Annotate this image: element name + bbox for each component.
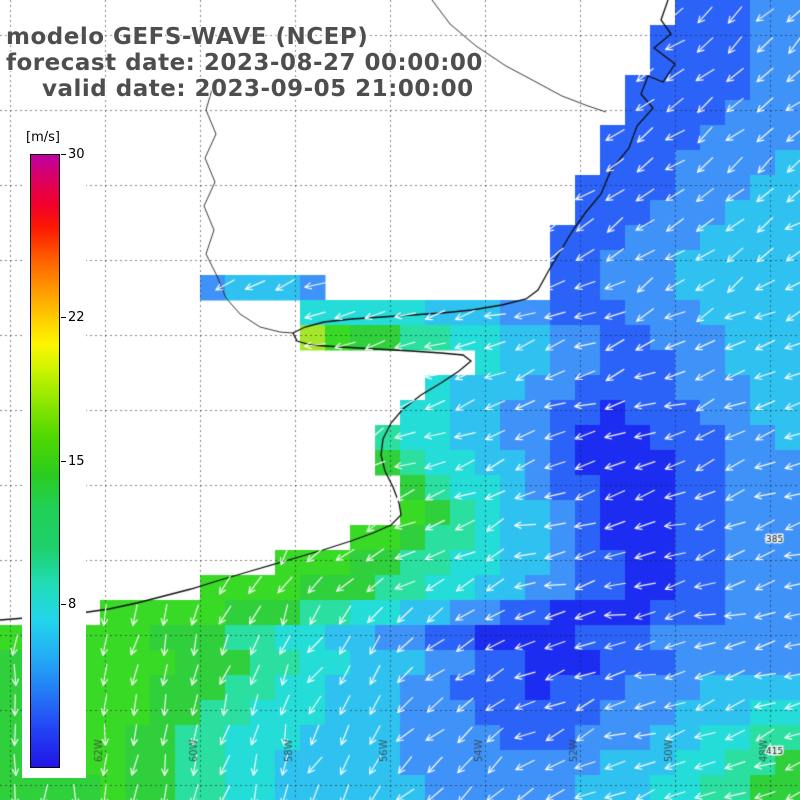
forecast-date-label: forecast date: 2023-08-27 00:00:00 [6,50,483,76]
colorbar-tick-mark [61,603,66,605]
valid-date-label: valid date: 2023-09-05 21:00:00 [42,76,474,102]
colorbar-tick-value: 8 [68,596,77,612]
colorbar-tick-value: 30 [68,146,85,162]
model-title: modelo GEFS-WAVE (NCEP) [6,24,369,50]
colorbar-tick-15: 15 [61,453,85,469]
colorbar-tick-8: 8 [61,596,76,612]
colorbar-tick-value: 15 [68,453,85,469]
colorbar-unit-label: [m/s] [26,130,60,145]
colorbar-tick-30: 30 [61,146,85,162]
colorbar-gradient [30,154,60,768]
colorbar-tick-mark [61,153,66,155]
title-block: modelo GEFS-WAVE (NCEP) forecast date: 2… [6,24,483,102]
colorbar-tick-22: 22 [61,310,85,326]
colorbar-tick-mark [61,460,66,462]
colorbar-tick-value: 22 [68,310,85,326]
colorbar-panel: [m/s] 30 22 15 8 [22,126,86,778]
colorbar-tick-mark [61,317,66,319]
